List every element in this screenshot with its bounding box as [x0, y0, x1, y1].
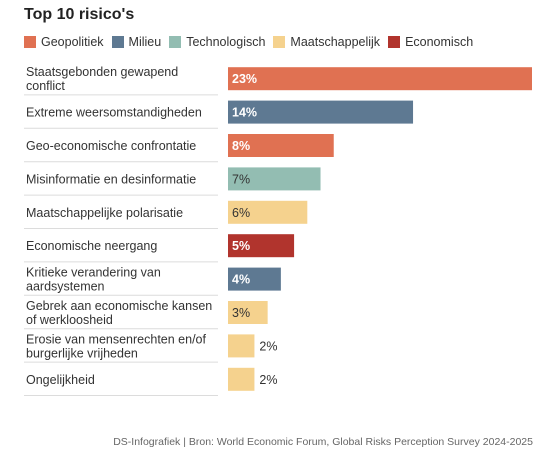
legend-swatch	[388, 36, 401, 48]
legend-label: Geopolitiek	[41, 35, 104, 49]
source-note: DS-Infografiek | Bron: World Economic Fo…	[113, 436, 533, 448]
bar	[228, 134, 334, 157]
category-label: Geo-economische confrontatie	[26, 139, 196, 153]
category-label: Gebrek aan economische kansen	[26, 299, 212, 313]
category-label: of werkloosheid	[26, 313, 113, 327]
legend-item: Economisch	[388, 35, 473, 49]
value-label: 2%	[259, 373, 277, 387]
bar	[228, 367, 255, 391]
bar	[228, 100, 414, 124]
category-label: burgerlijke vrijheden	[26, 346, 138, 360]
category-label: aardsystemen	[26, 280, 105, 294]
value-label: 23%	[232, 72, 257, 86]
category-label: Extreme weersomstandigheden	[26, 106, 202, 120]
legend-label: Technologisch	[186, 35, 266, 49]
value-label: 3%	[232, 306, 250, 320]
bar	[228, 67, 532, 91]
legend-item: Geopolitiek	[24, 35, 104, 49]
legend-label: Maatschappelijk	[290, 35, 381, 49]
bar	[228, 334, 255, 358]
value-label: 2%	[259, 339, 277, 353]
bar	[228, 234, 295, 258]
value-label: 5%	[232, 239, 250, 253]
category-label: Misinformatie en desinformatie	[26, 172, 196, 186]
legend-item: Milieu	[111, 35, 162, 49]
bar	[228, 301, 268, 324]
value-label: 14%	[232, 106, 257, 120]
category-label: Ongelijkheid	[26, 373, 95, 387]
value-label: 8%	[232, 139, 250, 153]
bar	[228, 200, 308, 224]
legend-item: Maatschappelijk	[273, 35, 380, 49]
legend-label: Economisch	[405, 35, 474, 49]
legend-swatch	[111, 36, 124, 48]
category-label: Staatsgebonden gewapend	[26, 65, 178, 79]
bar	[228, 267, 281, 291]
legend-swatch	[169, 36, 182, 48]
bar	[228, 167, 321, 191]
legend-swatch	[273, 36, 286, 48]
category-label: Kritieke verandering van	[26, 266, 161, 280]
value-label: 4%	[232, 273, 250, 287]
legend-swatch	[24, 36, 36, 48]
category-label: Maatschappelijke polarisatie	[26, 206, 183, 220]
legend-item: Technologisch	[169, 35, 265, 49]
category-label: Erosie van mensenrechten en/of	[26, 332, 206, 346]
chart-legend: Geopolitiek Milieu Technologisch Maatschapp…	[24, 34, 481, 50]
chart-title: Top 10 risico's	[24, 6, 135, 23]
legend-label: Milieu	[128, 35, 162, 49]
category-label: conflict	[26, 79, 65, 93]
value-label: 7%	[232, 172, 250, 186]
value-label: 6%	[232, 206, 250, 220]
category-label: Economische neergang	[26, 239, 157, 253]
